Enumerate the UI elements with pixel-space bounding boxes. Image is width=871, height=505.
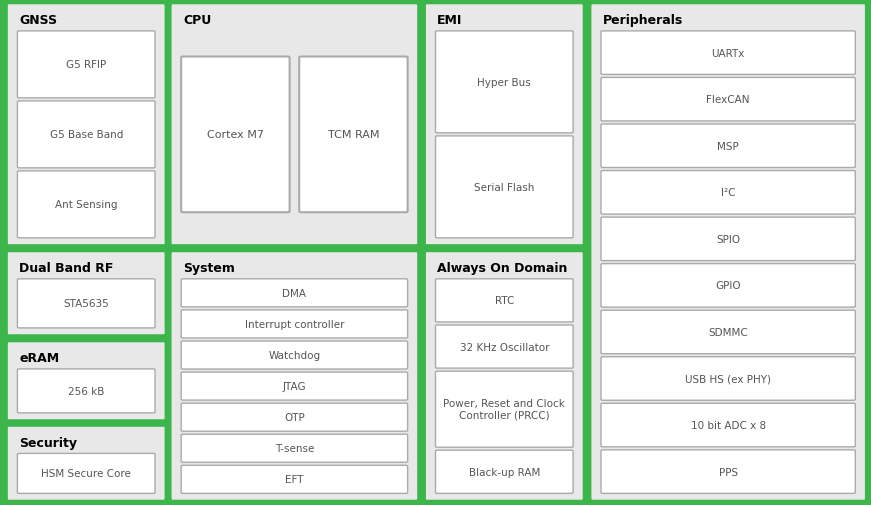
Text: Peripherals: Peripherals xyxy=(603,14,683,27)
Text: Hyper Bus: Hyper Bus xyxy=(477,78,531,88)
FancyBboxPatch shape xyxy=(6,341,166,421)
Text: CPU: CPU xyxy=(183,14,211,27)
Text: GNSS: GNSS xyxy=(19,14,57,27)
FancyBboxPatch shape xyxy=(181,466,408,493)
FancyBboxPatch shape xyxy=(17,369,155,413)
FancyBboxPatch shape xyxy=(17,279,155,328)
FancyBboxPatch shape xyxy=(17,172,155,238)
Text: I²C: I²C xyxy=(721,188,735,198)
Text: G5 Base Band: G5 Base Band xyxy=(50,130,123,140)
Text: G5 RFIP: G5 RFIP xyxy=(66,60,106,70)
Text: USB HS (ex PHY): USB HS (ex PHY) xyxy=(685,374,771,384)
Text: HSM Secure Core: HSM Secure Core xyxy=(41,469,132,478)
Text: Ant Sensing: Ant Sensing xyxy=(55,200,118,210)
FancyBboxPatch shape xyxy=(170,251,419,501)
FancyBboxPatch shape xyxy=(436,450,573,493)
Text: OTP: OTP xyxy=(284,413,305,422)
Text: Black-up RAM: Black-up RAM xyxy=(469,467,540,477)
FancyBboxPatch shape xyxy=(424,4,584,246)
Text: Cortex M7: Cortex M7 xyxy=(207,130,264,140)
FancyBboxPatch shape xyxy=(436,136,573,238)
FancyBboxPatch shape xyxy=(601,125,855,168)
Text: EFT: EFT xyxy=(285,474,304,484)
FancyBboxPatch shape xyxy=(436,32,573,133)
Text: Dual Band RF: Dual Band RF xyxy=(19,262,113,275)
FancyBboxPatch shape xyxy=(436,325,573,369)
FancyBboxPatch shape xyxy=(6,425,166,501)
Text: Serial Flash: Serial Flash xyxy=(474,182,535,192)
Text: Watchdog: Watchdog xyxy=(268,350,321,360)
Text: TCM RAM: TCM RAM xyxy=(327,130,379,140)
Text: GPIO: GPIO xyxy=(715,281,741,291)
FancyBboxPatch shape xyxy=(170,4,419,246)
FancyBboxPatch shape xyxy=(6,4,166,246)
Text: DMA: DMA xyxy=(282,288,307,298)
Text: MSP: MSP xyxy=(718,141,739,152)
FancyBboxPatch shape xyxy=(424,251,584,501)
FancyBboxPatch shape xyxy=(601,403,855,447)
Text: T-sense: T-sense xyxy=(274,443,314,453)
FancyBboxPatch shape xyxy=(436,279,573,322)
FancyBboxPatch shape xyxy=(436,372,573,447)
FancyBboxPatch shape xyxy=(181,434,408,463)
FancyBboxPatch shape xyxy=(6,251,166,336)
Text: RTC: RTC xyxy=(495,296,514,306)
Text: SDMMC: SDMMC xyxy=(708,327,748,337)
Text: EMI: EMI xyxy=(437,14,463,27)
FancyBboxPatch shape xyxy=(601,357,855,400)
FancyBboxPatch shape xyxy=(17,102,155,169)
FancyBboxPatch shape xyxy=(17,453,155,493)
Text: Power, Reset and Clock
Controller (PRCC): Power, Reset and Clock Controller (PRCC) xyxy=(443,398,565,420)
Text: STA5635: STA5635 xyxy=(64,299,109,309)
Text: 32 KHz Oscillator: 32 KHz Oscillator xyxy=(460,342,549,352)
FancyBboxPatch shape xyxy=(181,341,408,369)
Text: Security: Security xyxy=(19,436,78,449)
FancyBboxPatch shape xyxy=(601,264,855,308)
FancyBboxPatch shape xyxy=(601,218,855,261)
FancyBboxPatch shape xyxy=(181,310,408,338)
Text: FlexCAN: FlexCAN xyxy=(706,95,750,105)
FancyBboxPatch shape xyxy=(601,78,855,122)
Text: PPS: PPS xyxy=(719,467,738,477)
Text: UARTx: UARTx xyxy=(712,48,745,59)
Text: Always On Domain: Always On Domain xyxy=(437,262,568,275)
Text: 10 bit ADC x 8: 10 bit ADC x 8 xyxy=(691,420,766,430)
FancyBboxPatch shape xyxy=(601,171,855,215)
FancyBboxPatch shape xyxy=(601,311,855,354)
FancyBboxPatch shape xyxy=(181,403,408,431)
FancyBboxPatch shape xyxy=(601,450,855,493)
Text: Interrupt controller: Interrupt controller xyxy=(245,319,344,329)
Text: eRAM: eRAM xyxy=(19,351,59,365)
FancyBboxPatch shape xyxy=(590,4,867,501)
FancyBboxPatch shape xyxy=(181,279,408,307)
Text: JTAG: JTAG xyxy=(282,381,307,391)
Text: SPIO: SPIO xyxy=(716,234,740,244)
FancyBboxPatch shape xyxy=(300,58,408,213)
FancyBboxPatch shape xyxy=(601,32,855,75)
Text: 256 kB: 256 kB xyxy=(68,386,105,396)
Text: System: System xyxy=(183,262,235,275)
FancyBboxPatch shape xyxy=(17,32,155,98)
FancyBboxPatch shape xyxy=(181,372,408,400)
FancyBboxPatch shape xyxy=(181,58,289,213)
